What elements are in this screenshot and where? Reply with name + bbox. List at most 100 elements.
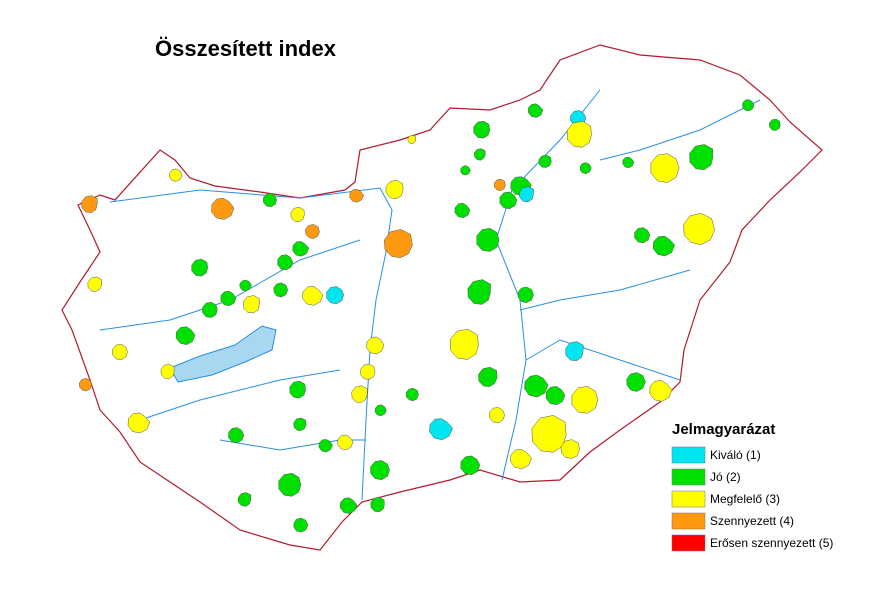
water-body <box>237 492 252 507</box>
water-body <box>273 282 289 298</box>
water-body <box>545 386 566 406</box>
water-body <box>289 380 306 399</box>
river <box>139 369 341 421</box>
water-body <box>326 286 344 305</box>
water-body <box>649 380 673 402</box>
river <box>219 439 366 451</box>
water-body <box>634 227 651 244</box>
water-body <box>290 206 305 223</box>
water-body <box>243 295 260 314</box>
water-body <box>524 374 549 398</box>
water-body <box>560 439 580 459</box>
water-body <box>683 212 715 246</box>
water-body <box>565 341 584 362</box>
legend-title: Jelmagyarázat <box>672 421 775 438</box>
water-body <box>277 254 294 271</box>
water-body <box>531 415 567 453</box>
river <box>599 99 761 161</box>
water-body <box>79 378 93 392</box>
water-body <box>652 235 675 257</box>
water-body <box>384 229 413 258</box>
legend-label: Megfelelő (3) <box>710 492 780 506</box>
water-body <box>538 154 552 168</box>
legend-label: Kiváló (1) <box>710 448 761 462</box>
water-body <box>494 178 506 191</box>
water-body <box>571 386 599 414</box>
water-body <box>460 165 471 176</box>
water-body <box>519 186 534 203</box>
lake-balaton <box>169 325 277 383</box>
water-body <box>239 279 252 292</box>
water-body <box>622 156 635 169</box>
water-body <box>349 189 364 203</box>
water-body <box>473 120 491 139</box>
water-body <box>351 385 368 403</box>
danube <box>109 187 393 501</box>
legend-swatch <box>671 534 706 552</box>
legend-label: Jó (2) <box>710 470 741 484</box>
legend-swatch <box>671 468 706 486</box>
water-body <box>370 496 385 513</box>
water-body <box>263 193 277 208</box>
map-title: Összesített index <box>155 36 337 61</box>
legend-label: Erősen szennyezett (5) <box>710 536 833 550</box>
water-body <box>566 121 592 148</box>
water-body <box>112 344 128 360</box>
water-body <box>385 179 404 199</box>
water-body <box>370 460 390 481</box>
water-body <box>211 197 235 220</box>
water-body <box>87 276 103 292</box>
legend-label: Szennyezett (4) <box>710 514 794 528</box>
water-body <box>293 417 307 431</box>
legend-swatch <box>671 512 706 530</box>
water-body <box>169 168 183 182</box>
water-body <box>228 427 245 444</box>
river <box>525 339 681 381</box>
country-border <box>61 44 823 551</box>
water-body <box>292 241 310 257</box>
water-body <box>742 99 755 112</box>
water-body <box>517 286 534 303</box>
water-body <box>127 412 151 434</box>
water-body <box>302 286 324 306</box>
water-body <box>460 455 481 476</box>
water-body <box>579 162 592 174</box>
water-body <box>429 418 453 441</box>
water-body <box>175 326 196 345</box>
water-body <box>366 336 385 355</box>
water-body <box>360 363 376 380</box>
water-body <box>489 407 505 424</box>
water-body <box>339 497 358 514</box>
water-body <box>510 449 532 470</box>
water-body <box>305 224 320 239</box>
water-body <box>449 328 479 360</box>
water-body <box>689 144 714 171</box>
water-body <box>499 191 518 210</box>
water-body <box>626 372 646 392</box>
water-body <box>407 135 416 144</box>
water-body <box>293 517 309 533</box>
tisza <box>495 89 601 481</box>
water-body <box>405 387 419 402</box>
legend-swatch <box>671 490 706 508</box>
river <box>519 269 691 311</box>
water-body <box>278 472 302 497</box>
water-body <box>769 118 781 131</box>
water-body <box>202 301 218 318</box>
water-body <box>374 404 387 417</box>
water-body <box>476 228 500 252</box>
water-body <box>81 195 98 213</box>
water-body <box>318 439 333 453</box>
water-body <box>337 434 354 451</box>
water-body <box>454 202 471 219</box>
water-body <box>528 103 544 118</box>
water-body <box>220 290 237 307</box>
water-body <box>650 153 680 183</box>
water-body <box>160 364 175 379</box>
water-body <box>467 279 491 305</box>
water-body <box>191 258 208 277</box>
legend-swatch <box>671 446 706 464</box>
water-body <box>474 148 486 161</box>
water-body <box>478 366 498 387</box>
